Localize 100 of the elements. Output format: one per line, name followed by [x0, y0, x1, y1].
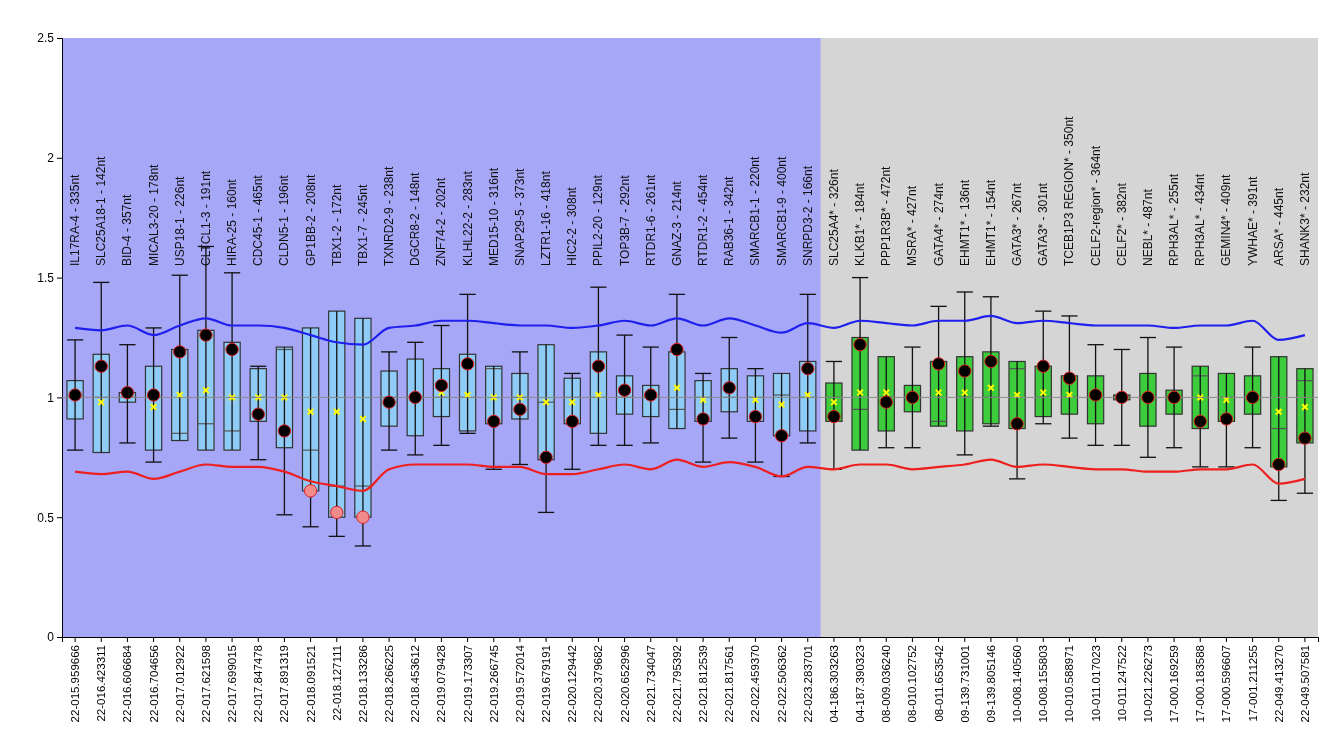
point: [827, 409, 841, 424]
annotation: ZNF74-2 - 202nt: [434, 177, 449, 266]
annotation: EHMT1* - 136nt: [957, 179, 972, 266]
point: [356, 510, 370, 524]
point: [1272, 457, 1286, 472]
x-tick-label: 22-023.283701: [801, 645, 814, 723]
y-tick-label: 2: [47, 151, 55, 166]
annotation: RPH3AL* - 255nt: [1167, 173, 1182, 266]
annotation: SNAP29-5 - 373nt: [512, 167, 527, 266]
x-tick-label: 22-020.379682: [592, 645, 605, 723]
y-tick-label: 0.5: [37, 510, 55, 525]
annotation: LZTR1-16 - 418nt: [539, 170, 554, 266]
annotation: CLDN5-1 - 196nt: [277, 174, 292, 266]
annotation: IL17RA-4 - 335nt: [68, 173, 83, 266]
annotation: SLC25A18-1 - 142nt: [94, 155, 109, 266]
x-tick-label: 22-019.266745: [487, 645, 500, 723]
annotation: HIRA-25 - 160nt: [225, 178, 240, 266]
annotation: GP1BB-2 - 208nt: [303, 173, 318, 266]
point: [801, 361, 815, 376]
annotation: SMARCB1-1 - 220nt: [748, 155, 763, 266]
point: [487, 414, 501, 429]
x-tick-label: 22-020.129442: [566, 645, 579, 723]
annotation: MED15-10 - 316nt: [486, 167, 501, 266]
x-tick-label: 17-000.596607: [1220, 645, 1233, 723]
point: [1219, 412, 1234, 426]
annotation: SLC25A4* - 326nt: [826, 168, 841, 266]
x-tick-label: 22-021.795392: [670, 645, 683, 723]
point: [199, 328, 213, 342]
annotation: PPIL2-20 - 129nt: [591, 174, 606, 266]
annotation: CDC45-1 - 465nt: [251, 174, 266, 266]
x-tick-label: 22-015.959666: [69, 645, 82, 723]
y-tick-label: 0: [47, 630, 55, 645]
annotation: TXNRD2-9 - 238nt: [382, 165, 397, 266]
point: [1062, 371, 1077, 385]
line-series: [73, 458, 1307, 492]
x-tick-label: 22-019.679191: [540, 645, 553, 723]
point: [382, 395, 396, 409]
point: [539, 450, 553, 464]
x-tick-label: 08-010.102752: [906, 645, 919, 723]
x-tick-label: 22-019.173307: [461, 645, 474, 723]
x-tick-label: 17-001.211255: [1246, 645, 1259, 722]
point: [408, 390, 422, 405]
x-tick-label: 10-011.247522: [1115, 645, 1128, 722]
x-tick-label: 22-018.266225: [383, 645, 396, 723]
annotation: SMARCB1-9 - 400nt: [774, 155, 789, 266]
x-tick-label: 22-016.423311: [95, 645, 108, 722]
point: [513, 402, 527, 417]
x-tick-label: 10-008.155803: [1037, 645, 1050, 723]
annotation: BID-4 - 357nt: [120, 193, 135, 266]
annotation: GEMIN4* - 409nt: [1219, 173, 1234, 266]
point: [748, 409, 763, 424]
point: [225, 342, 239, 357]
x-tick-label: 22-020.652996: [618, 645, 631, 723]
point: [565, 414, 579, 429]
y-tick-label: 1: [47, 390, 55, 405]
x-tick-label: 22-018.133286: [356, 645, 369, 723]
x-tick-label: 09-139.731001: [958, 645, 971, 723]
annotation: GATA4* - 274nt: [931, 182, 946, 266]
point: [120, 385, 135, 400]
x-tick-label: 10-011.017023: [1089, 645, 1102, 722]
annotation: ARSA* - 445nt: [1271, 187, 1286, 266]
point: [1193, 414, 1207, 429]
point: [94, 359, 108, 373]
annotation: GATA3* - 267nt: [1010, 182, 1025, 266]
point: [277, 424, 292, 438]
x-tick-label: 04-187.390323: [854, 645, 867, 723]
annotation: CELF2-region* - 364nt: [1088, 145, 1103, 266]
annotation: TOP3B-7 - 292nt: [617, 174, 632, 266]
x-tick-label: 22-017.699015: [226, 645, 239, 723]
point: [460, 357, 475, 371]
point: [146, 388, 161, 402]
annotation: HIC2-2 - 308nt: [565, 186, 580, 266]
x-tick-label: 22-022.506362: [775, 645, 788, 723]
annotation: USP18-1 - 226nt: [172, 175, 187, 266]
x-tick-label: 22-018.453612: [409, 645, 422, 723]
annotation: CLTCL1-3 - 191nt: [198, 170, 213, 266]
point: [696, 412, 710, 426]
annotation: SHANK3* - 232nt: [1297, 171, 1312, 266]
y-tick-label: 1.5: [37, 270, 55, 285]
annotation: RAB36-1 - 342nt: [722, 175, 737, 266]
annotation: KLHL22-2 - 283nt: [460, 170, 475, 266]
point: [984, 354, 998, 369]
line-series: [73, 314, 1307, 346]
point: [591, 359, 606, 373]
x-tick-label: 22-018.091521: [304, 645, 317, 723]
point: [853, 338, 867, 352]
annotation: MSRA* - 427nt: [905, 185, 920, 266]
x-tick-label: 08-011.653542: [932, 645, 945, 722]
point: [774, 429, 789, 443]
annotation: RTDR1-2 - 454nt: [696, 174, 711, 266]
point: [303, 484, 318, 498]
point: [879, 395, 893, 409]
x-tick-label: 22-021.734047: [644, 645, 657, 723]
x-tick-label: 17-000.183588: [1194, 645, 1207, 723]
annotation: TBX1-2 - 172nt: [329, 183, 344, 266]
annotation: CELF2* - 382nt: [1114, 182, 1129, 266]
point: [1115, 390, 1129, 405]
point: [173, 345, 187, 359]
annotation: YWHAE* - 391nt: [1245, 175, 1260, 266]
x-tick-label: 22-017.847478: [252, 645, 265, 723]
